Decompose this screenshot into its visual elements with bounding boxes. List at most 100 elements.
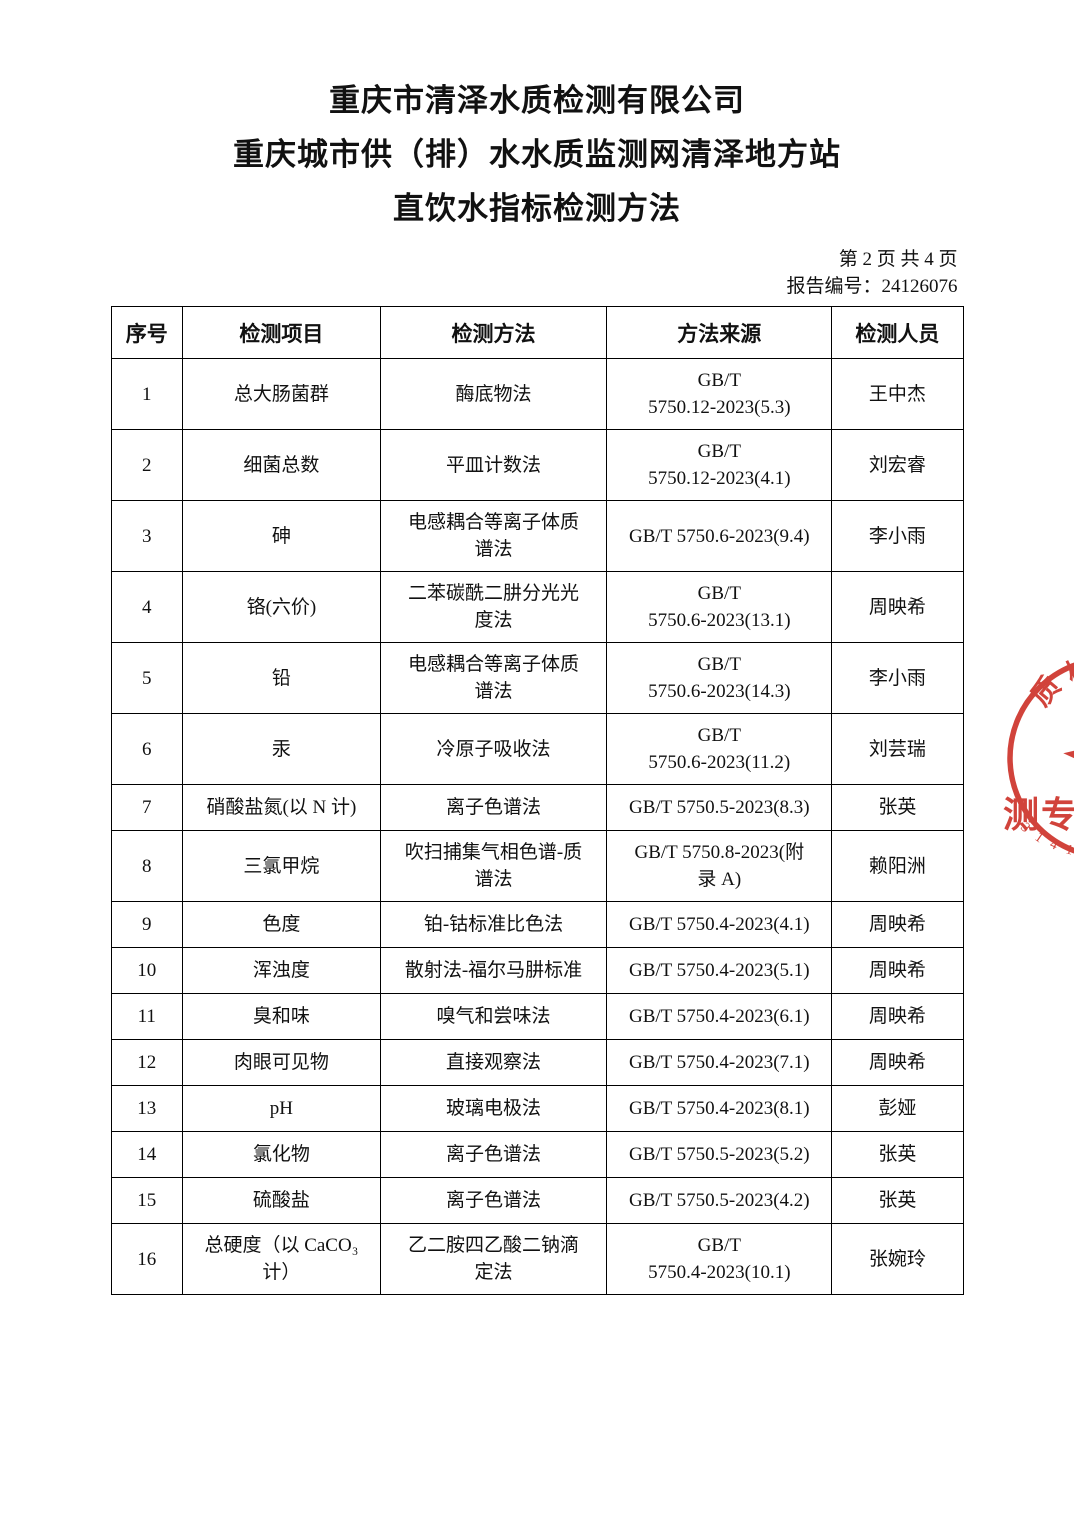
cell-test-method: 电感耦合等离子体质 谱法 <box>379 642 608 714</box>
header-method-source: 方法来源 <box>606 306 833 359</box>
cell-test-method: 吹扫捕集气相色谱-质 谱法 <box>379 830 608 902</box>
cell-test-item: 铬(六价) <box>182 571 381 643</box>
cell-tester: 张英 <box>831 784 964 831</box>
cell-test-method: 嗅气和尝味法 <box>379 993 608 1040</box>
company-title: 重庆市清泽水质检测有限公司 <box>329 83 745 118</box>
cell-test-item: 浑浊度 <box>182 947 381 994</box>
cell-tester: 刘宏睿 <box>831 429 964 501</box>
cell-tester: 周映希 <box>831 1039 964 1086</box>
seal-band-char-2: 专 <box>1041 795 1074 835</box>
header-tester: 检测人员 <box>831 306 964 359</box>
cell-serial-no: 9 <box>110 901 184 948</box>
cell-test-method: 离子色谱法 <box>379 1131 608 1178</box>
cell-method-source: GB/T 5750.4-2023(10.1) <box>606 1223 833 1295</box>
cell-test-item: 氯化物 <box>182 1131 381 1178</box>
cell-test-item: 总硬度（以 CaCO₃ 计） <box>182 1223 381 1295</box>
table-row: 16 总硬度（以 CaCO₃ 计） 乙二胺四乙酸二钠滴 定法 GB/T 5750… <box>110 1223 964 1295</box>
page-meta: 第 2 页 共 4 页 报告编号：24126076 <box>111 246 964 300</box>
cell-tester: 周映希 <box>831 571 964 643</box>
cell-method-source: GB/T 5750.6-2023(13.1) <box>606 571 833 643</box>
cell-test-method: 平皿计数法 <box>379 429 608 501</box>
table-row: 11 臭和味 嗅气和尝味法 GB/T 5750.4-2023(6.1) 周映希 <box>110 993 964 1040</box>
table-body: 1 总大肠菌群 酶底物法 GB/T 5750.12-2023(5.3) 王中杰 … <box>110 358 964 1295</box>
table-row: 8 三氯甲烷 吹扫捕集气相色谱-质 谱法 GB/T 5750.8-2023(附 … <box>110 830 964 902</box>
seal-digit-4: 1 <box>1064 842 1074 858</box>
cell-serial-no: 13 <box>110 1085 184 1132</box>
cell-serial-no: 2 <box>110 429 184 501</box>
cell-test-item: 臭和味 <box>182 993 381 1040</box>
cell-method-source: GB/T 5750.6-2023(9.4) <box>606 500 833 572</box>
cell-tester: 李小雨 <box>831 500 964 572</box>
cell-tester: 周映希 <box>831 993 964 1040</box>
seal-digit-3: 4 <box>1047 837 1059 854</box>
cell-serial-no: 5 <box>110 642 184 714</box>
seal-band-char-1: 测 <box>1003 795 1039 835</box>
cell-serial-no: 8 <box>110 830 184 902</box>
header-test-method: 检测方法 <box>379 306 608 359</box>
cell-tester: 张英 <box>831 1131 964 1178</box>
cell-test-method: 离子色谱法 <box>379 1177 608 1224</box>
table-row: 12 肉眼可见物 直接观察法 GB/T 5750.4-2023(7.1) 周映希 <box>110 1039 964 1086</box>
table-row: 13 pH 玻璃电极法 GB/T 5750.4-2023(8.1) 彭娅 <box>110 1085 964 1132</box>
cell-serial-no: 1 <box>110 358 184 430</box>
station-title: 重庆城市供（排）水水质监测网清泽地方站 <box>233 137 841 172</box>
cell-method-source: GB/T 5750.5-2023(5.2) <box>606 1131 833 1178</box>
seal-graphic: 质 检 测 专 3 1 4 1 <box>1003 652 1074 859</box>
table-row: 10 浑浊度 散射法-福尔马肼标准 GB/T 5750.4-2023(5.1) … <box>110 947 964 994</box>
table-row: 14 氯化物 离子色谱法 GB/T 5750.5-2023(5.2) 张英 <box>110 1131 964 1178</box>
cell-test-method: 离子色谱法 <box>379 784 608 831</box>
document-title: 直饮水指标检测方法 <box>393 191 681 226</box>
cell-serial-no: 10 <box>110 947 184 994</box>
table-row: 3 砷 电感耦合等离子体质 谱法 GB/T 5750.6-2023(9.4) 李… <box>110 500 964 572</box>
table-row: 4 铬(六价) 二苯碳酰二肼分光光 度法 GB/T 5750.6-2023(13… <box>110 571 964 643</box>
cell-test-method: 冷原子吸收法 <box>379 713 608 785</box>
cell-test-method: 电感耦合等离子体质 谱法 <box>379 500 608 572</box>
cell-test-method: 酶底物法 <box>379 358 608 430</box>
cell-test-item: 硫酸盐 <box>182 1177 381 1224</box>
red-seal-stamp: 质 检 测 专 3 1 4 1 <box>1003 652 1074 864</box>
cell-serial-no: 15 <box>110 1177 184 1224</box>
cell-test-item: pH <box>182 1085 381 1132</box>
cell-serial-no: 12 <box>110 1039 184 1086</box>
cell-test-item: 砷 <box>182 500 381 572</box>
header-test-item: 检测项目 <box>182 306 381 359</box>
cell-tester: 王中杰 <box>831 358 964 430</box>
cell-test-method: 散射法-福尔马肼标准 <box>379 947 608 994</box>
cell-test-item: 硝酸盐氮(以 N 计) <box>182 784 381 831</box>
cell-method-source: GB/T 5750.6-2023(11.2) <box>606 713 833 785</box>
cell-method-source: GB/T 5750.4-2023(6.1) <box>606 993 833 1040</box>
seal-arc-char-1: 质 <box>1025 670 1068 712</box>
cell-serial-no: 3 <box>110 500 184 572</box>
header-serial-no: 序号 <box>110 306 184 359</box>
table-row: 7 硝酸盐氮(以 N 计) 离子色谱法 GB/T 5750.5-2023(8.3… <box>110 784 964 831</box>
cell-tester: 周映希 <box>831 901 964 948</box>
cell-test-item: 三氯甲烷 <box>182 830 381 902</box>
table-header-row: 序号 检测项目 检测方法 方法来源 检测人员 <box>110 306 964 359</box>
cell-serial-no: 7 <box>110 784 184 831</box>
cell-test-item: 色度 <box>182 901 381 948</box>
cell-test-method: 玻璃电极法 <box>379 1085 608 1132</box>
cell-method-source: GB/T 5750.4-2023(8.1) <box>606 1085 833 1132</box>
page-indicator: 第 2 页 共 4 页 <box>838 249 958 270</box>
cell-test-method: 二苯碳酰二肼分光光 度法 <box>379 571 608 643</box>
cell-method-source: GB/T 5750.12-2023(4.1) <box>606 429 833 501</box>
cell-method-source: GB/T 5750.5-2023(4.2) <box>606 1177 833 1224</box>
seal-star-icon <box>1063 713 1074 801</box>
cell-test-method: 铂-钴标准比色法 <box>379 901 608 948</box>
cell-method-source: GB/T 5750.6-2023(14.3) <box>606 642 833 714</box>
cell-tester: 彭娅 <box>831 1085 964 1132</box>
cell-test-item: 铅 <box>182 642 381 714</box>
table-row: 6 汞 冷原子吸收法 GB/T 5750.6-2023(11.2) 刘芸瑞 <box>110 713 964 785</box>
cell-tester: 刘芸瑞 <box>831 713 964 785</box>
seal-arc-char-2: 检 <box>1061 652 1074 691</box>
cell-test-method: 直接观察法 <box>379 1039 608 1086</box>
table-row: 1 总大肠菌群 酶底物法 GB/T 5750.12-2023(5.3) 王中杰 <box>110 358 964 430</box>
cell-method-source: GB/T 5750.12-2023(5.3) <box>606 358 833 430</box>
cell-tester: 周映希 <box>831 947 964 994</box>
cell-tester: 张英 <box>831 1177 964 1224</box>
table-row: 2 细菌总数 平皿计数法 GB/T 5750.12-2023(4.1) 刘宏睿 <box>110 429 964 501</box>
cell-serial-no: 16 <box>110 1223 184 1295</box>
cell-test-item: 汞 <box>182 713 381 785</box>
cell-method-source: GB/T 5750.4-2023(5.1) <box>606 947 833 994</box>
cell-method-source: GB/T 5750.5-2023(8.3) <box>606 784 833 831</box>
